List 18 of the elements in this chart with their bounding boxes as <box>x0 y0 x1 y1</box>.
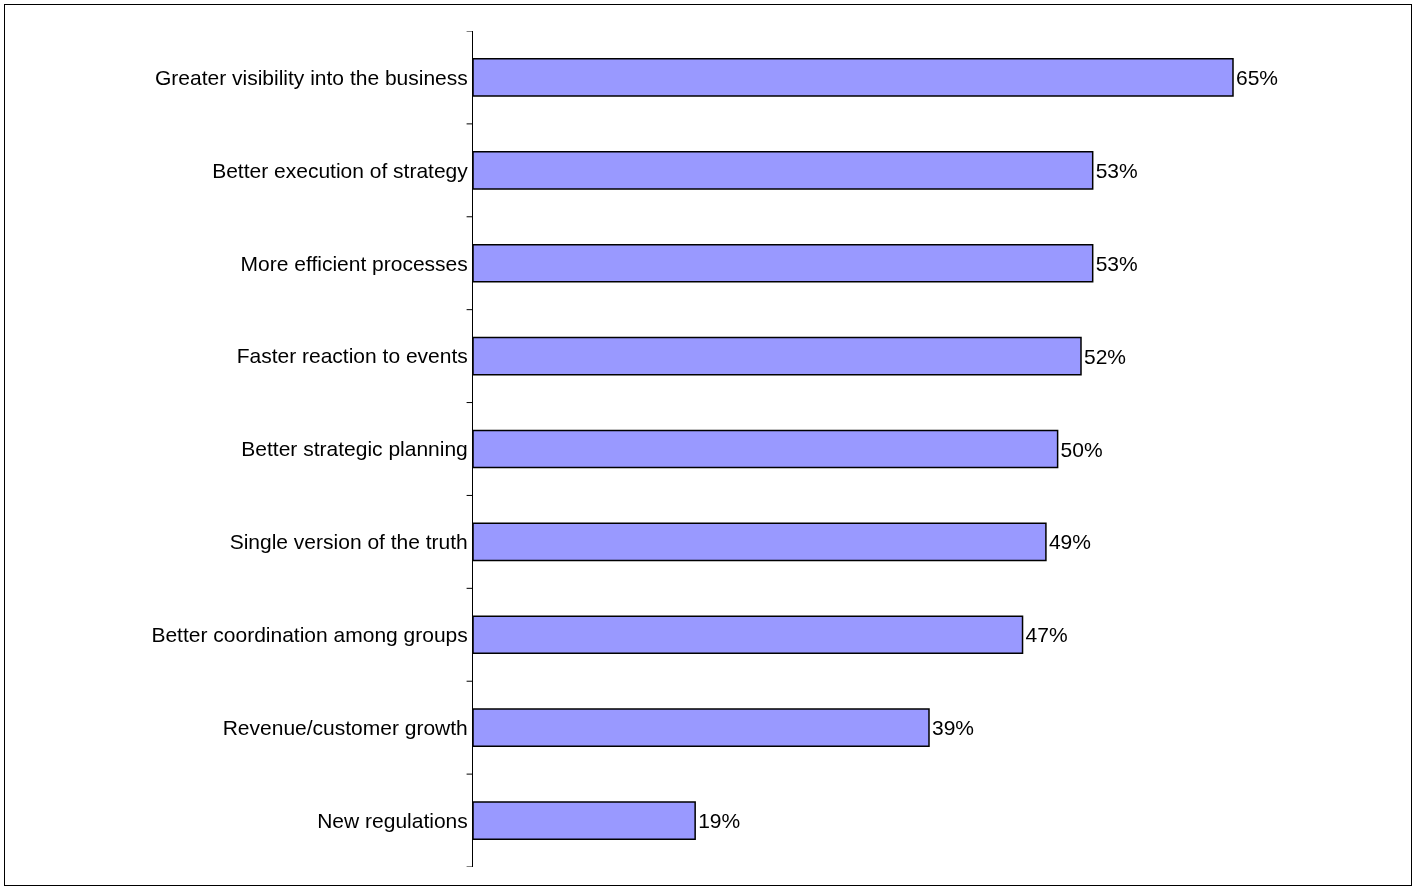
data-label: 52% <box>1084 344 1127 368</box>
y-tick-label: Faster reaction to events <box>236 344 468 368</box>
y-tick-label: Revenue/customer growth <box>222 716 468 740</box>
data-label: 65% <box>1236 65 1279 89</box>
data-label: 53% <box>1095 251 1138 275</box>
data-label: 47% <box>1025 623 1068 647</box>
y-tick-label: Better strategic planning <box>241 437 468 461</box>
y-tick-label: New regulations <box>317 808 468 832</box>
y-tick-label: Single version of the truth <box>229 530 468 554</box>
data-label: 39% <box>932 716 975 740</box>
y-tick-label: Greater visibility into the business <box>154 65 468 89</box>
y-tick-label: More efficient processes <box>240 251 468 275</box>
y-tick-label: Better coordination among groups <box>151 623 468 647</box>
data-label: 49% <box>1048 530 1091 554</box>
data-label: 50% <box>1060 437 1103 461</box>
y-tick-label: Better execution of strategy <box>212 158 469 182</box>
data-label: 19% <box>698 809 741 833</box>
data-label: 53% <box>1095 158 1138 182</box>
